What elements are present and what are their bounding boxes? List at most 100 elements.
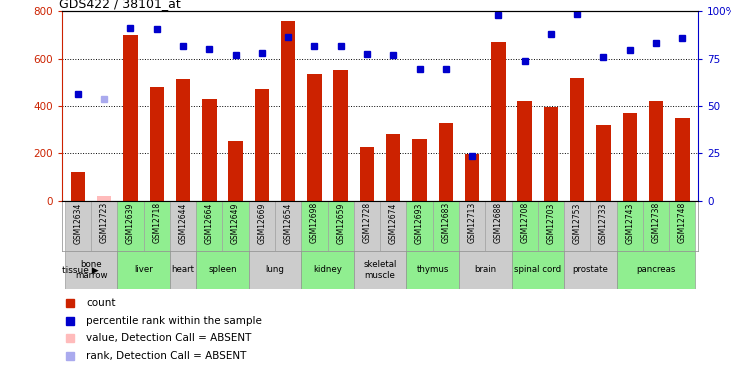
Bar xyxy=(433,201,459,251)
Bar xyxy=(170,251,196,289)
Text: heart: heart xyxy=(172,266,194,274)
Bar xyxy=(669,201,695,251)
Text: spinal cord: spinal cord xyxy=(514,266,561,274)
Text: GSM12669: GSM12669 xyxy=(257,202,266,243)
Text: GSM12703: GSM12703 xyxy=(547,202,556,243)
Bar xyxy=(617,251,695,289)
Bar xyxy=(538,201,564,251)
Text: GSM12753: GSM12753 xyxy=(572,202,582,243)
Text: percentile rank within the sample: percentile rank within the sample xyxy=(86,316,262,326)
Text: count: count xyxy=(86,298,115,308)
Bar xyxy=(117,201,143,251)
Bar xyxy=(596,125,610,201)
Text: GSM12743: GSM12743 xyxy=(625,202,635,243)
Bar xyxy=(307,74,322,201)
Bar xyxy=(202,99,216,201)
Text: GSM12688: GSM12688 xyxy=(494,202,503,243)
Text: GDS422 / 38101_at: GDS422 / 38101_at xyxy=(59,0,181,10)
Text: GSM12674: GSM12674 xyxy=(389,202,398,243)
Bar xyxy=(327,201,354,251)
Bar xyxy=(459,201,485,251)
Text: GSM12713: GSM12713 xyxy=(468,202,477,243)
Bar xyxy=(196,251,249,289)
Bar xyxy=(170,201,196,251)
Bar xyxy=(617,201,643,251)
Bar xyxy=(512,201,538,251)
Bar xyxy=(301,201,327,251)
Bar xyxy=(564,251,617,289)
Text: GSM12654: GSM12654 xyxy=(284,202,292,243)
Bar xyxy=(71,172,85,201)
Text: GSM12723: GSM12723 xyxy=(99,202,109,243)
Text: GSM12683: GSM12683 xyxy=(442,202,450,243)
Text: pancreas: pancreas xyxy=(637,266,675,274)
Bar xyxy=(643,201,669,251)
Text: GSM12644: GSM12644 xyxy=(178,202,188,243)
Bar xyxy=(544,107,558,201)
Text: GSM12748: GSM12748 xyxy=(678,202,687,243)
Bar xyxy=(406,251,459,289)
Text: prostate: prostate xyxy=(572,266,608,274)
Bar xyxy=(91,201,117,251)
Text: GSM12664: GSM12664 xyxy=(205,202,213,243)
Bar xyxy=(570,78,585,201)
Bar xyxy=(196,201,222,251)
Bar xyxy=(143,201,170,251)
Bar xyxy=(406,201,433,251)
Text: GSM12728: GSM12728 xyxy=(363,202,371,243)
Bar xyxy=(512,251,564,289)
Text: tissue ▶: tissue ▶ xyxy=(62,266,99,274)
Bar xyxy=(124,35,137,201)
Text: rank, Detection Call = ABSENT: rank, Detection Call = ABSENT xyxy=(86,351,246,361)
Bar xyxy=(150,87,164,201)
Bar xyxy=(65,251,117,289)
Text: GSM12708: GSM12708 xyxy=(520,202,529,243)
Bar xyxy=(465,154,480,201)
Bar xyxy=(354,201,380,251)
Bar xyxy=(175,79,190,201)
Text: bone
marrow: bone marrow xyxy=(75,260,107,280)
Bar xyxy=(412,139,427,201)
Text: GSM12693: GSM12693 xyxy=(415,202,424,243)
Text: GSM12634: GSM12634 xyxy=(73,202,83,243)
Bar xyxy=(459,251,512,289)
Text: liver: liver xyxy=(135,266,153,274)
Text: spleen: spleen xyxy=(208,266,237,274)
Bar xyxy=(301,251,354,289)
Text: kidney: kidney xyxy=(313,266,342,274)
Bar xyxy=(623,113,637,201)
Bar xyxy=(281,21,295,201)
Bar xyxy=(485,201,512,251)
Bar xyxy=(275,201,301,251)
Text: value, Detection Call = ABSENT: value, Detection Call = ABSENT xyxy=(86,333,251,343)
Text: lung: lung xyxy=(265,266,284,274)
Bar xyxy=(228,141,243,201)
Text: GSM12733: GSM12733 xyxy=(599,202,608,243)
Bar xyxy=(386,134,401,201)
Text: GSM12659: GSM12659 xyxy=(336,202,345,243)
Bar xyxy=(254,89,269,201)
Bar xyxy=(439,123,453,201)
Bar xyxy=(380,201,406,251)
Bar xyxy=(65,201,91,251)
Bar xyxy=(354,251,406,289)
Bar xyxy=(491,42,506,201)
Text: GSM12718: GSM12718 xyxy=(152,202,162,243)
Text: GSM12649: GSM12649 xyxy=(231,202,240,243)
Bar xyxy=(222,201,249,251)
Bar xyxy=(675,118,689,201)
Bar xyxy=(249,251,301,289)
Text: GSM12639: GSM12639 xyxy=(126,202,135,243)
Bar xyxy=(117,251,170,289)
Bar xyxy=(564,201,591,251)
Bar xyxy=(97,196,111,201)
Bar xyxy=(249,201,275,251)
Bar xyxy=(518,101,532,201)
Text: skeletal
muscle: skeletal muscle xyxy=(363,260,397,280)
Text: GSM12738: GSM12738 xyxy=(651,202,661,243)
Text: brain: brain xyxy=(474,266,496,274)
Bar xyxy=(360,147,374,201)
Bar xyxy=(591,201,617,251)
Bar xyxy=(333,70,348,201)
Text: thymus: thymus xyxy=(417,266,449,274)
